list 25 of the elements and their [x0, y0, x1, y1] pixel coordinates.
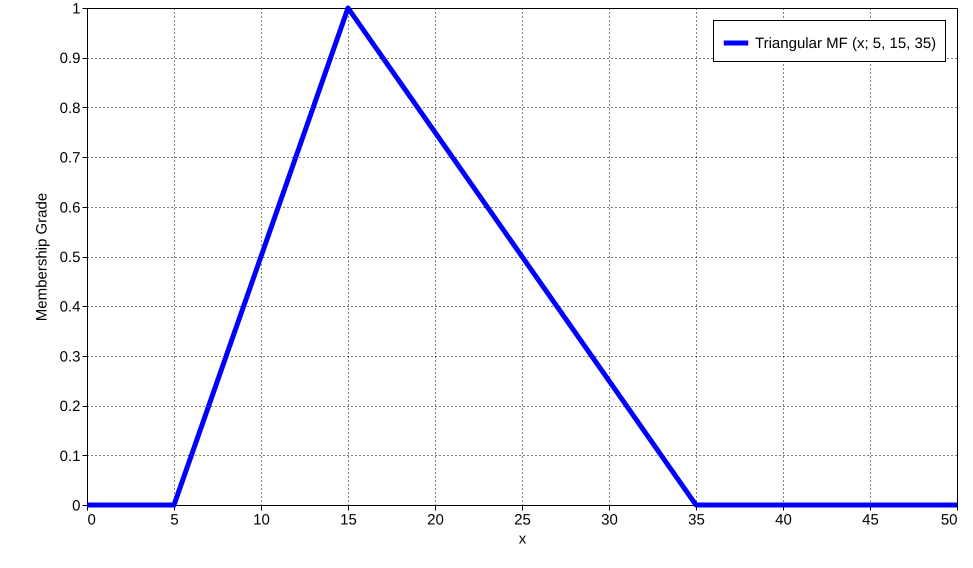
x-tick-label: 30	[601, 512, 618, 528]
y-tick-label: 0.3	[60, 348, 80, 366]
x-tick-label: 25	[514, 512, 531, 528]
x-tick-label: 15	[340, 512, 357, 528]
x-tick-label: 40	[775, 512, 792, 528]
x-tick-label: 50	[940, 512, 958, 528]
x-axis-title: x	[518, 530, 527, 548]
y-tick-label: 1	[72, 0, 80, 18]
y-tick-label: 0.7	[60, 150, 80, 167]
x-tick-label: 10	[253, 512, 270, 528]
x-tick-label: 5	[170, 512, 179, 528]
x-tick-label: 0	[88, 512, 96, 528]
y-tick-label: 0.2	[60, 398, 80, 416]
y-tick-label: 0.8	[60, 100, 80, 117]
y-tick-label: 0.5	[60, 249, 80, 266]
x-tick-label: 45	[862, 512, 879, 528]
y-axis-title: Membership Grade	[34, 192, 51, 322]
x-tick-label: 35	[688, 512, 705, 528]
y-tick-label: 0.1	[60, 448, 80, 465]
y-tick-label: 0.4	[60, 298, 80, 316]
y-tick-label: 0.9	[60, 50, 80, 68]
y-tick-label: 0.6	[60, 199, 80, 216]
x-tick-label: 20	[427, 512, 444, 528]
legend-label: Triangular MF (x; 5, 15, 35)	[755, 35, 936, 52]
y-tick-label: 0	[72, 498, 80, 514]
